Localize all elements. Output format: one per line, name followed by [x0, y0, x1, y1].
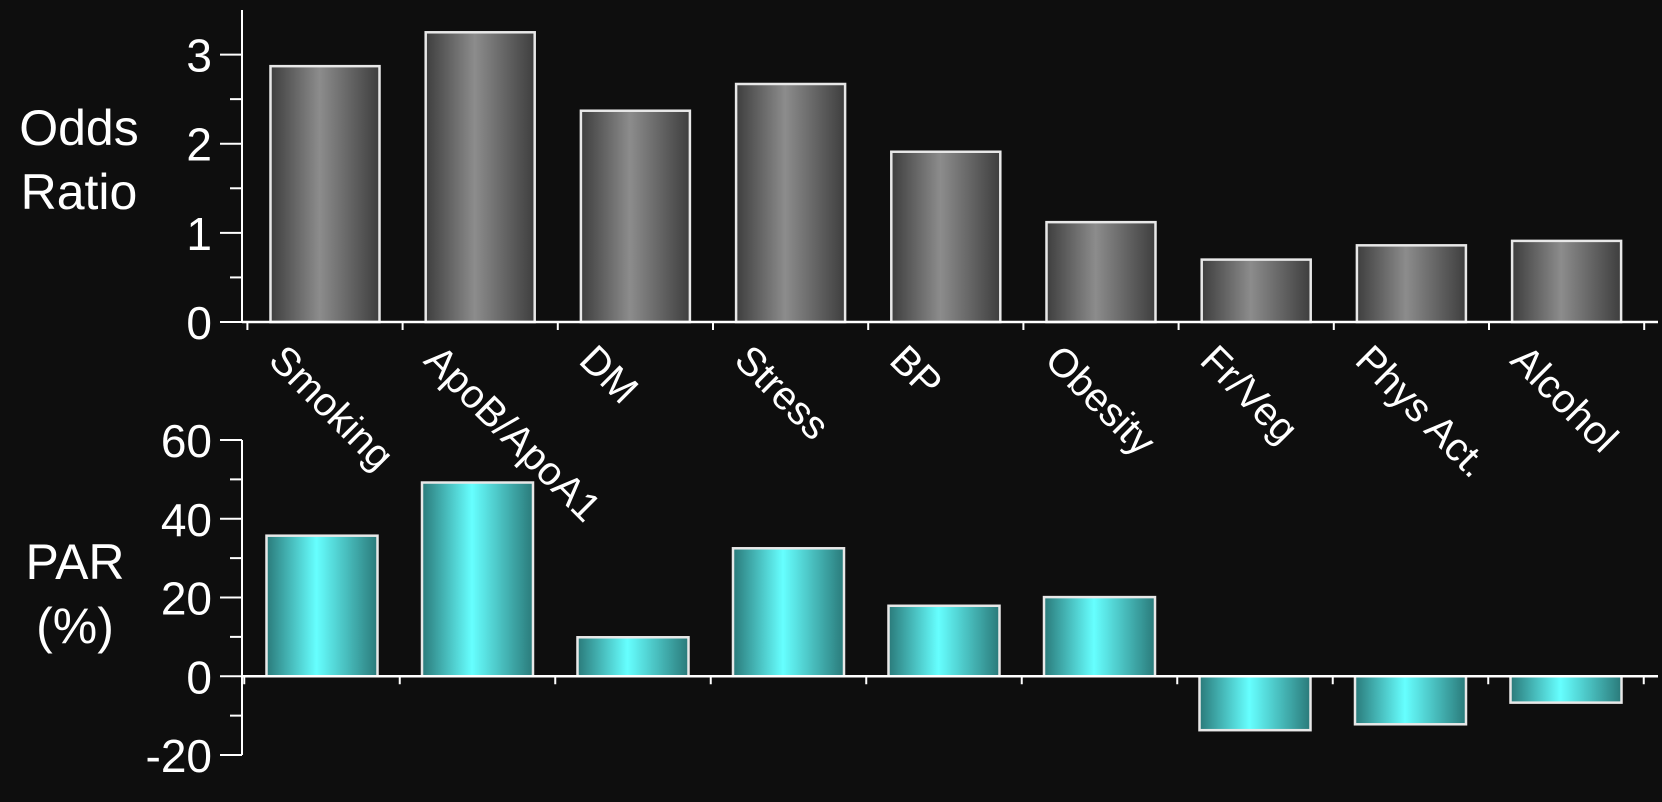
bottom-y-tick-label: 60 — [161, 415, 212, 467]
x-category-label: Obesity — [1037, 337, 1164, 464]
bottom-y-tick-label: 40 — [161, 494, 212, 546]
top-y-tick-label: 2 — [186, 119, 212, 171]
bottom-y-tick-label: 0 — [186, 651, 212, 703]
top-bar-alcohol — [1510, 239, 1623, 324]
bottom-y-tick-label: -20 — [146, 730, 212, 782]
top-bar-dm — [579, 109, 692, 324]
x-category-label: DM — [571, 337, 646, 412]
top-y-tick-label: 1 — [186, 208, 212, 260]
bottom-bar-obesity — [1042, 595, 1157, 678]
top-bar-smoking — [269, 64, 381, 324]
bottom-bar-smoking — [265, 534, 379, 678]
bottom-bar-dm — [576, 636, 690, 678]
top-bar-stress — [734, 82, 847, 324]
x-category-label: Smoking — [261, 337, 402, 478]
bottom-y-tick-label: 20 — [161, 573, 212, 625]
top-y-axis-label-line-2: Ratio — [20, 164, 138, 220]
top-bar-obesity — [1045, 220, 1157, 324]
x-category-label: Stress — [726, 337, 837, 448]
x-category-label: Alcohol — [1502, 337, 1626, 461]
bottom-y-axis-label: PAR (%) — [8, 530, 142, 658]
top-y-axis-label-line-1: Odds — [19, 100, 139, 156]
top-bar-apob-apoa1 — [424, 31, 536, 324]
bottom-bar-fr-veg — [1198, 675, 1312, 732]
bottom-y-axis-label-line-2: (%) — [36, 598, 114, 654]
top-y-tick-label: 0 — [186, 297, 212, 349]
bottom-bar-phys-act- — [1353, 675, 1468, 726]
bottom-bar-apob-apoa1 — [420, 481, 535, 678]
top-y-tick-label: 3 — [186, 30, 212, 82]
top-bar-bp — [890, 150, 1002, 324]
top-y-axis-label: Odds Ratio — [8, 96, 150, 224]
top-bar-fr-veg — [1200, 258, 1312, 324]
x-category-label: Fr/Veg — [1192, 337, 1306, 451]
top-bar-phys-act- — [1355, 244, 1468, 324]
bottom-y-axis-label-line-1: PAR — [25, 534, 125, 590]
bottom-bar-alcohol — [1509, 675, 1623, 704]
x-category-label: BP — [881, 337, 950, 406]
bottom-bar-stress — [731, 547, 846, 678]
bottom-bar-bp — [887, 604, 1001, 678]
x-category-label: Phys Act. — [1347, 337, 1496, 486]
